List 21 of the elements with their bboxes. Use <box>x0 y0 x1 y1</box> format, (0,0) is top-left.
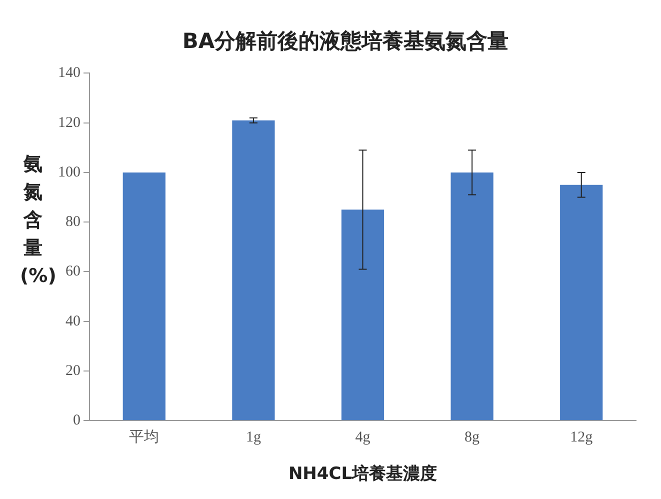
y-tick-label: 60 <box>66 264 80 280</box>
y-tick-label: 0 <box>73 412 80 429</box>
x-tick-label: 平均 <box>129 428 160 446</box>
x-axis-title: NH4CL培養基濃度 <box>288 464 438 484</box>
x-tick-label: 8g <box>464 430 480 446</box>
x-tick-label: 4g <box>355 430 371 446</box>
x-tick-label: 1g <box>246 430 262 446</box>
chart-title: BA分解前後的液態培養基氨氮含量 <box>182 29 509 54</box>
bar <box>341 210 384 420</box>
y-tick-label: 120 <box>58 114 80 131</box>
bar <box>122 172 166 420</box>
y-tick-label: 100 <box>58 164 80 180</box>
y-tick-label: 140 <box>58 65 80 82</box>
bar <box>450 172 494 420</box>
y-axis-title: 氨氮含量(%) <box>20 152 56 289</box>
bar <box>232 120 275 420</box>
y-tick-label: 40 <box>66 313 80 330</box>
x-tick-label: 12g <box>570 430 594 446</box>
y-tick-label: 20 <box>66 362 80 379</box>
y-tick-label: 80 <box>66 214 80 230</box>
bar <box>560 184 603 420</box>
